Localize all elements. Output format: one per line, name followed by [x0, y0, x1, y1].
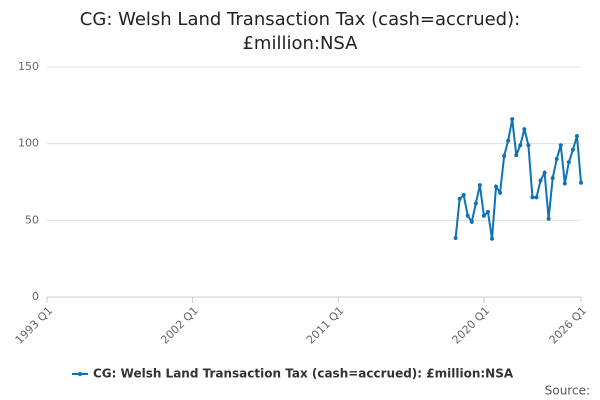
- data-point: [453, 235, 458, 240]
- y-tick-label: 100: [18, 137, 39, 150]
- legend-label: CG: Welsh Land Transaction Tax (cash=acc…: [93, 367, 514, 381]
- data-point: [461, 193, 466, 198]
- data-point: [498, 190, 503, 195]
- data-point: [522, 127, 527, 132]
- data-point: [526, 143, 531, 148]
- chart-title: CG: Welsh Land Transaction Tax (cash=acc…: [79, 9, 521, 54]
- data-point: [562, 181, 567, 186]
- data-point: [554, 157, 559, 161]
- x-tick-label: 2011 Q1: [304, 304, 347, 347]
- data-point: [546, 216, 551, 221]
- source: Source:: [545, 384, 590, 398]
- data-point: [570, 147, 575, 152]
- data-point: [530, 195, 535, 200]
- data-point: [566, 160, 571, 165]
- x-tick-label: 2026 Q1: [547, 304, 590, 347]
- data-point: [558, 143, 563, 148]
- y-tick-label: 50: [25, 213, 39, 226]
- data-point: [534, 195, 539, 200]
- data-point: [485, 209, 490, 214]
- data-point: [550, 176, 555, 181]
- data-point: [506, 138, 511, 143]
- data-point: [538, 178, 543, 183]
- data-point: [574, 134, 579, 138]
- x-tick-label: 2020 Q1: [450, 304, 493, 347]
- data-point: [494, 184, 499, 189]
- data-point: [579, 180, 583, 185]
- data-point: [514, 153, 519, 158]
- data-point: [469, 219, 474, 224]
- data-point: [502, 153, 507, 158]
- x-tick-label: 1993 Q1: [13, 304, 56, 347]
- data-point: [518, 143, 523, 148]
- data-point: [481, 213, 486, 218]
- data-point: [477, 183, 482, 188]
- y-tick-label: 0: [32, 290, 39, 303]
- y-tick-label: 150: [18, 60, 39, 73]
- data-point: [473, 201, 478, 206]
- data-point: [510, 117, 515, 122]
- data-point: [490, 236, 494, 241]
- data-point: [542, 170, 547, 175]
- data-point: [465, 213, 470, 218]
- legend-marker: [78, 372, 82, 376]
- x-tick-label: 2002 Q1: [158, 304, 201, 347]
- data-point: [457, 196, 462, 201]
- series-line: [454, 118, 582, 239]
